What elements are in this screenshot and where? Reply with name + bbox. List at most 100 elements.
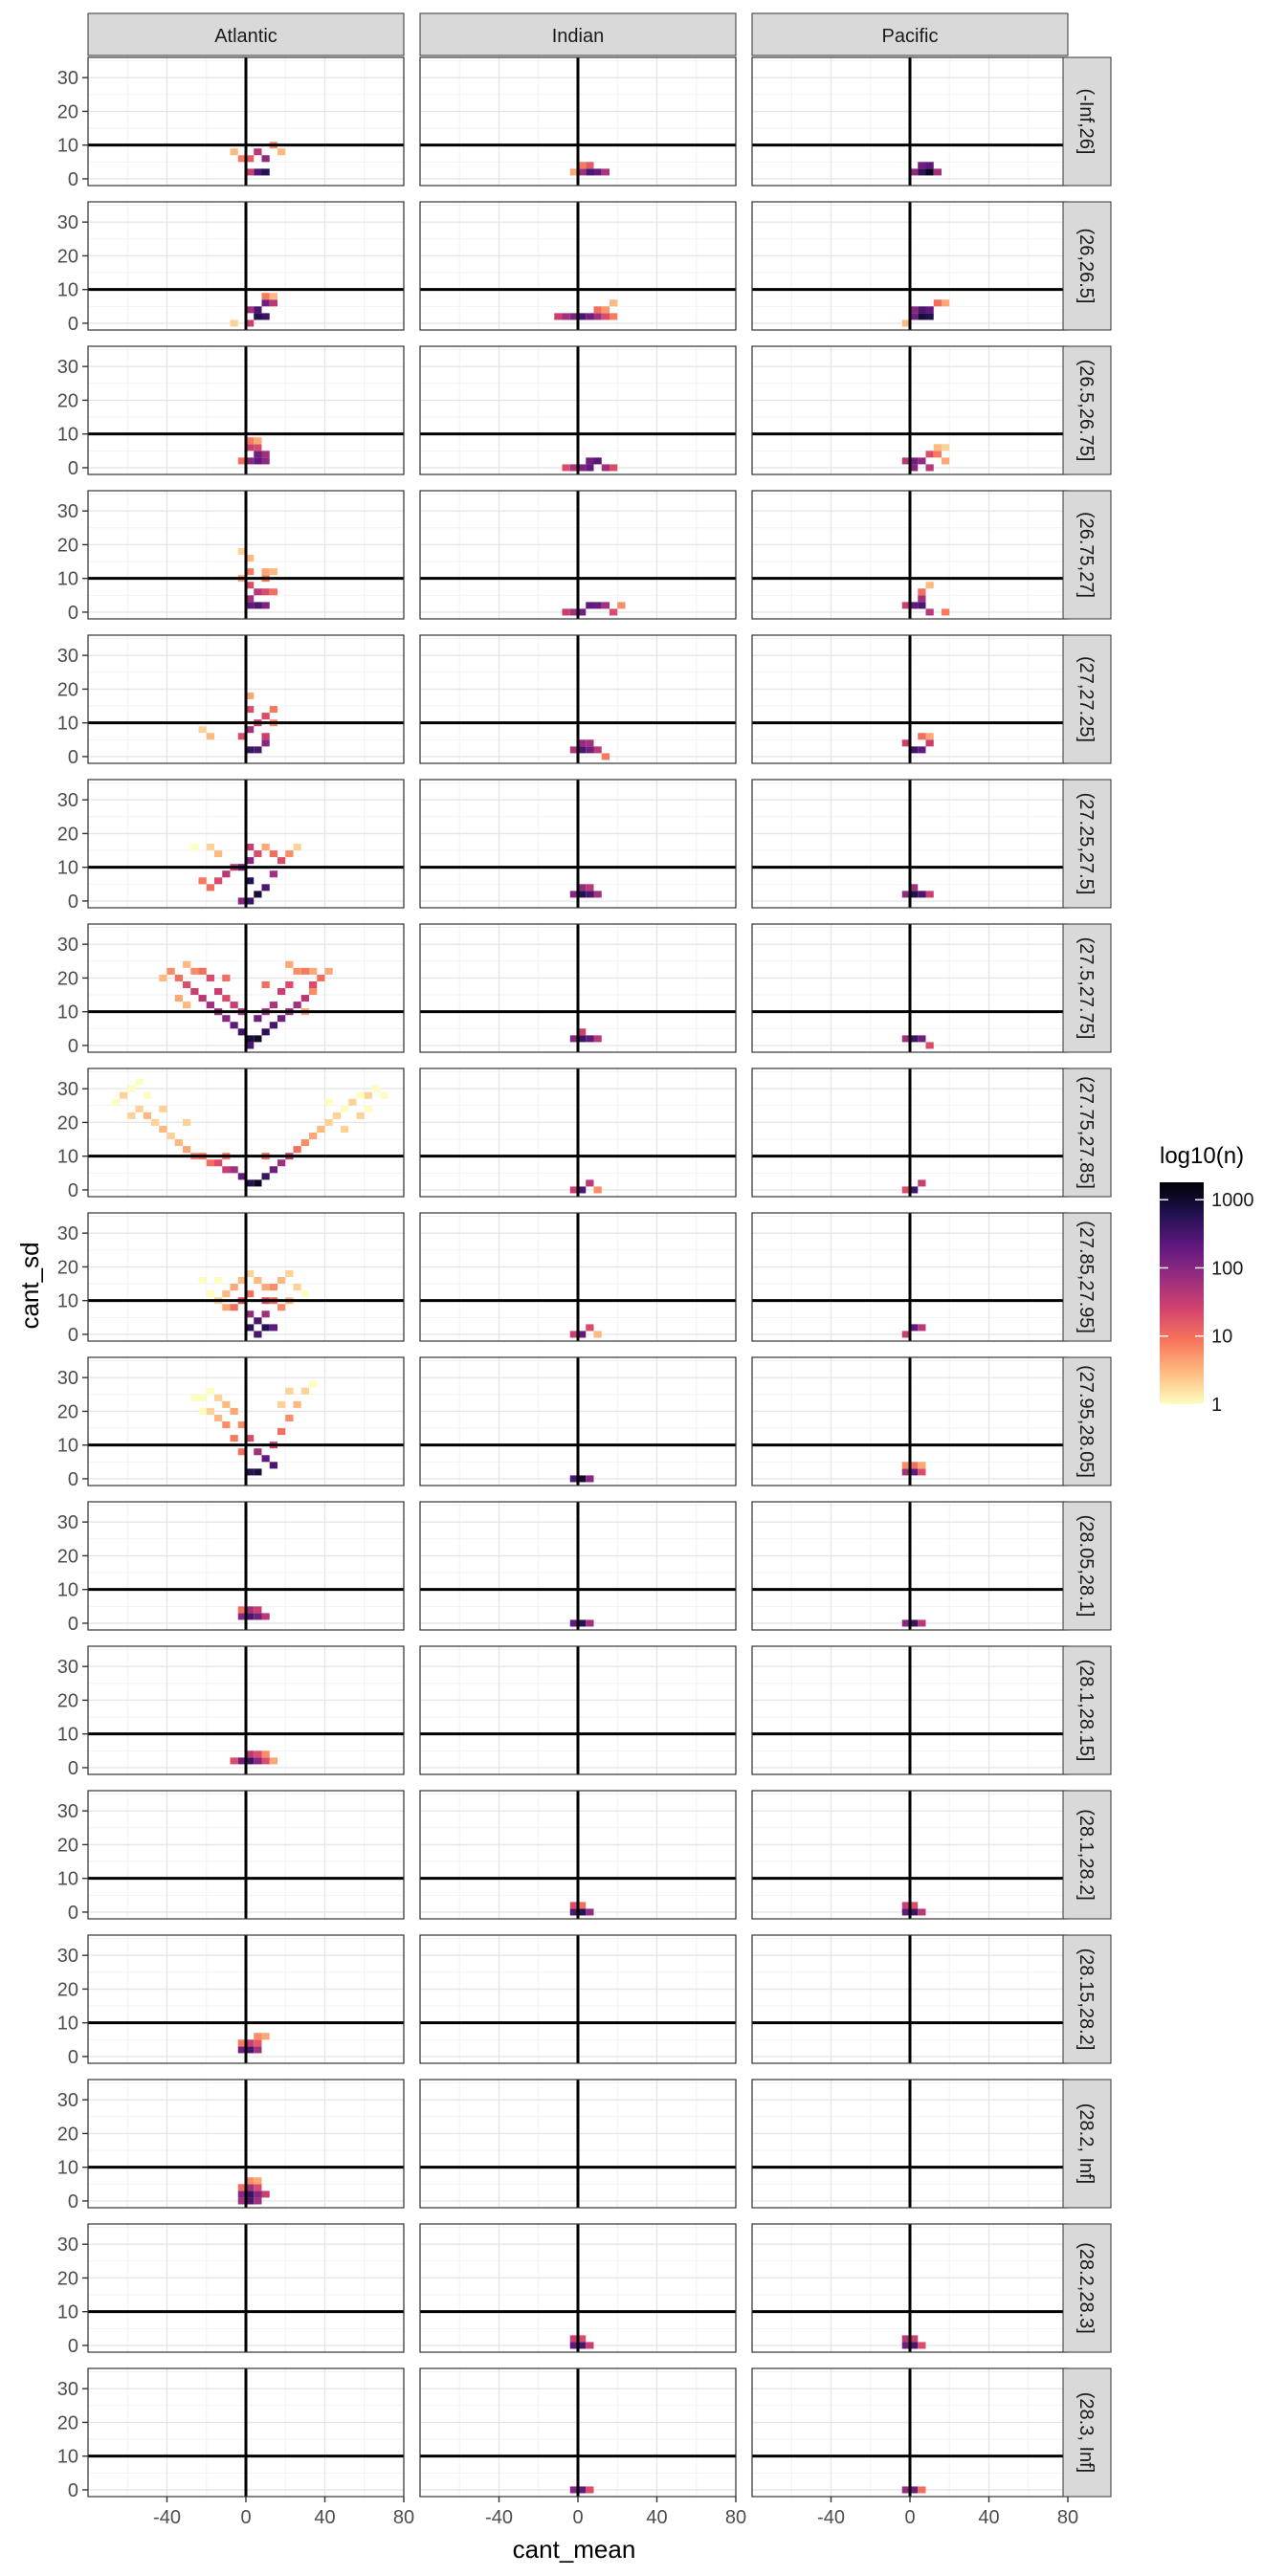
heatmap-bin — [222, 1015, 231, 1023]
x-tick-label: -40 — [485, 2507, 513, 2528]
heatmap-bin — [578, 313, 587, 320]
heatmap-bin — [901, 1908, 910, 1916]
y-tick-label: 20 — [57, 1546, 78, 1567]
heatmap-bin — [918, 1035, 926, 1043]
heatmap-bin — [222, 1166, 231, 1174]
heatmap-bin — [578, 608, 587, 616]
heatmap-bin — [918, 313, 926, 320]
panel-border — [87, 1356, 405, 1486]
y-tick-label: 20 — [57, 679, 78, 700]
heatmap-bin — [237, 1606, 246, 1614]
x-tick-label: 0 — [240, 2507, 251, 2528]
panel-border — [419, 1356, 737, 1486]
facet-panel — [751, 2223, 1069, 2353]
heatmap-bin — [254, 1613, 262, 1620]
heatmap-bin — [237, 2039, 246, 2047]
panel-border — [419, 1934, 737, 2064]
facet-panel — [419, 2223, 737, 2353]
heatmap-bin — [254, 444, 262, 451]
facet-strip-row-label: (-Inf,26] — [1075, 89, 1097, 155]
heatmap-bin — [246, 1613, 255, 1620]
facet-panel — [751, 1501, 1069, 1631]
heatmap-bin — [254, 2177, 262, 2185]
heatmap-bin — [159, 1105, 167, 1112]
heatmap-bin — [183, 960, 191, 968]
facet-panel — [87, 1645, 405, 1775]
heatmap-bin — [918, 162, 926, 169]
heatmap-bin — [317, 1125, 325, 1133]
heatmap-bin — [246, 1324, 255, 1332]
y-tick-label: 30 — [57, 1657, 78, 1678]
heatmap-bin — [925, 1042, 934, 1049]
heatmap-bin — [918, 168, 926, 176]
x-tick-label: -40 — [817, 2507, 845, 2528]
panel-border — [87, 2223, 405, 2353]
y-tick-label: 30 — [57, 790, 78, 811]
facet-strip-row — [1062, 56, 1112, 187]
heatmap-bin — [269, 299, 277, 307]
legend-layer: 1 10 100 1000 — [1160, 1182, 1254, 1416]
heatmap-bin — [918, 588, 926, 596]
x-tick-label: 80 — [393, 2507, 414, 2528]
heatmap-bin — [246, 306, 255, 314]
heatmap-bin — [237, 1421, 246, 1429]
heatmap-bin — [285, 980, 294, 988]
heatmap-bin — [254, 457, 262, 465]
heatmap-bin — [578, 1475, 587, 1483]
heatmap-bin — [190, 1394, 199, 1401]
heatmap-bin — [246, 602, 255, 609]
legend-tick-label: 100 — [1211, 1258, 1243, 1279]
facet-strip-row-label: (27.85,27.95] — [1075, 1221, 1097, 1333]
heatmap-bin — [586, 1619, 594, 1627]
heatmap-bin — [925, 464, 934, 472]
heatmap-bin — [324, 967, 333, 975]
heatmap-bin — [942, 299, 950, 307]
heatmap-bin — [933, 168, 942, 176]
heatmap-bin — [246, 2177, 255, 2185]
y-tick-label: 0 — [68, 1036, 78, 1057]
heatmap-bin — [246, 568, 255, 576]
y-tick-label: 30 — [57, 2379, 78, 2400]
facet-panel — [87, 201, 405, 331]
panel-border — [87, 1068, 405, 1198]
heatmap-bin — [261, 168, 270, 176]
facet-strip-col-label: Indian — [552, 26, 605, 47]
heatmap-bin — [569, 1475, 578, 1483]
legend-tick-label: 1000 — [1211, 1190, 1254, 1211]
heatmap-bin — [190, 844, 199, 851]
heatmap-bin — [578, 891, 587, 898]
panel-border — [87, 56, 405, 187]
panel-border — [419, 779, 737, 909]
heatmap-bin — [277, 857, 286, 865]
heatmap-bin — [910, 1619, 919, 1627]
heatmap-bin — [910, 1324, 919, 1332]
heatmap-bin — [578, 464, 587, 472]
panel-border — [87, 1645, 405, 1775]
y-tick-label: 30 — [57, 1223, 78, 1244]
heatmap-bin — [901, 2335, 910, 2343]
heatmap-bin — [183, 1146, 191, 1154]
heatmap-bin — [910, 1902, 919, 1909]
x-tick-label: 40 — [646, 2507, 667, 2528]
y-tick-label: 30 — [57, 1946, 78, 1967]
heatmap-bin — [554, 313, 563, 320]
facet-panel — [419, 779, 737, 909]
heatmap-bin — [586, 602, 594, 609]
heatmap-bin — [918, 306, 926, 314]
y-tick-label: 10 — [57, 1147, 78, 1168]
facet-panel — [751, 1934, 1069, 2064]
heatmap-bin — [285, 1269, 294, 1277]
y-tick-label: 20 — [57, 1690, 78, 1711]
heatmap-bin — [246, 319, 255, 327]
facet-panel — [87, 1790, 405, 1920]
heatmap-bin — [143, 1091, 151, 1099]
heatmap-bin — [254, 1277, 262, 1285]
heatmap-bin — [269, 568, 277, 576]
heatmap-bin — [324, 1118, 333, 1126]
heatmap-bin — [198, 1407, 207, 1415]
y-tick-label: 0 — [68, 2336, 78, 2357]
heatmap-bin — [925, 306, 934, 314]
heatmap-bin — [237, 897, 246, 905]
heatmap-bin — [261, 1310, 270, 1318]
